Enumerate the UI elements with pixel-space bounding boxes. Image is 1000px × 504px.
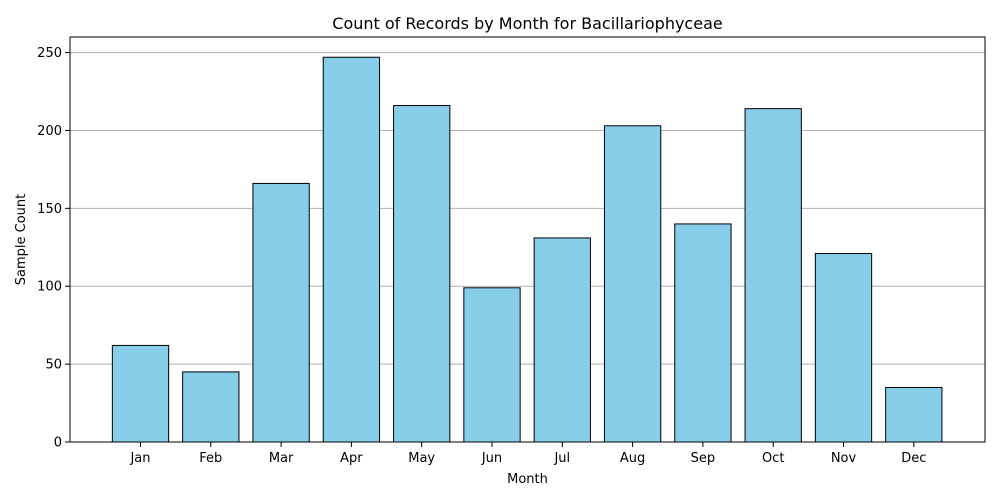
y-tick-label: 0 — [54, 436, 62, 451]
bar-oct — [744, 108, 802, 443]
y-tick-label: 100 — [37, 280, 62, 295]
bar-jan — [111, 344, 170, 443]
y-tick-label: 150 — [37, 202, 62, 217]
bars — [111, 56, 943, 443]
bar-mar — [252, 182, 310, 443]
bar-feb — [182, 371, 240, 443]
bar-dec — [885, 386, 943, 443]
bar-may — [393, 105, 451, 443]
y-axis-ticks: 0 50 100 150 200 250 — [37, 46, 70, 451]
x-axis-label: Month — [507, 472, 548, 487]
x-tick-label: Mar — [269, 451, 294, 466]
y-tick-label: 250 — [37, 46, 62, 61]
x-tick-label: Jul — [553, 451, 570, 466]
x-tick-label: Oct — [762, 451, 784, 466]
bar-apr — [322, 56, 381, 443]
bar-sep — [674, 223, 732, 443]
x-tick-label: Aug — [620, 451, 645, 466]
x-tick-label: Apr — [340, 451, 363, 466]
bar-jul — [533, 237, 591, 443]
x-tick-label: Jan — [129, 451, 150, 466]
x-axis-ticks: Jan Feb Mar Apr May Jun Jul Aug Sep Oct Nov Dec — [129, 442, 926, 466]
y-axis-label: Sample Count — [14, 194, 29, 285]
y-tick-label: 200 — [37, 124, 62, 139]
chart-title: Count of Records by Month for Bacillario… — [332, 14, 722, 33]
x-tick-label: Jun — [481, 451, 502, 466]
x-tick-label: Feb — [199, 451, 222, 466]
bar-jun — [463, 287, 521, 443]
plot-frame — [69, 36, 986, 443]
x-tick-label: Dec — [901, 451, 926, 466]
x-tick-label: Sep — [691, 451, 716, 466]
x-tick-label: Nov — [831, 451, 857, 466]
y-tick-label: 50 — [45, 358, 62, 373]
x-tick-label: May — [408, 451, 435, 466]
bar-aug — [603, 125, 662, 443]
bar-nov — [814, 253, 873, 443]
